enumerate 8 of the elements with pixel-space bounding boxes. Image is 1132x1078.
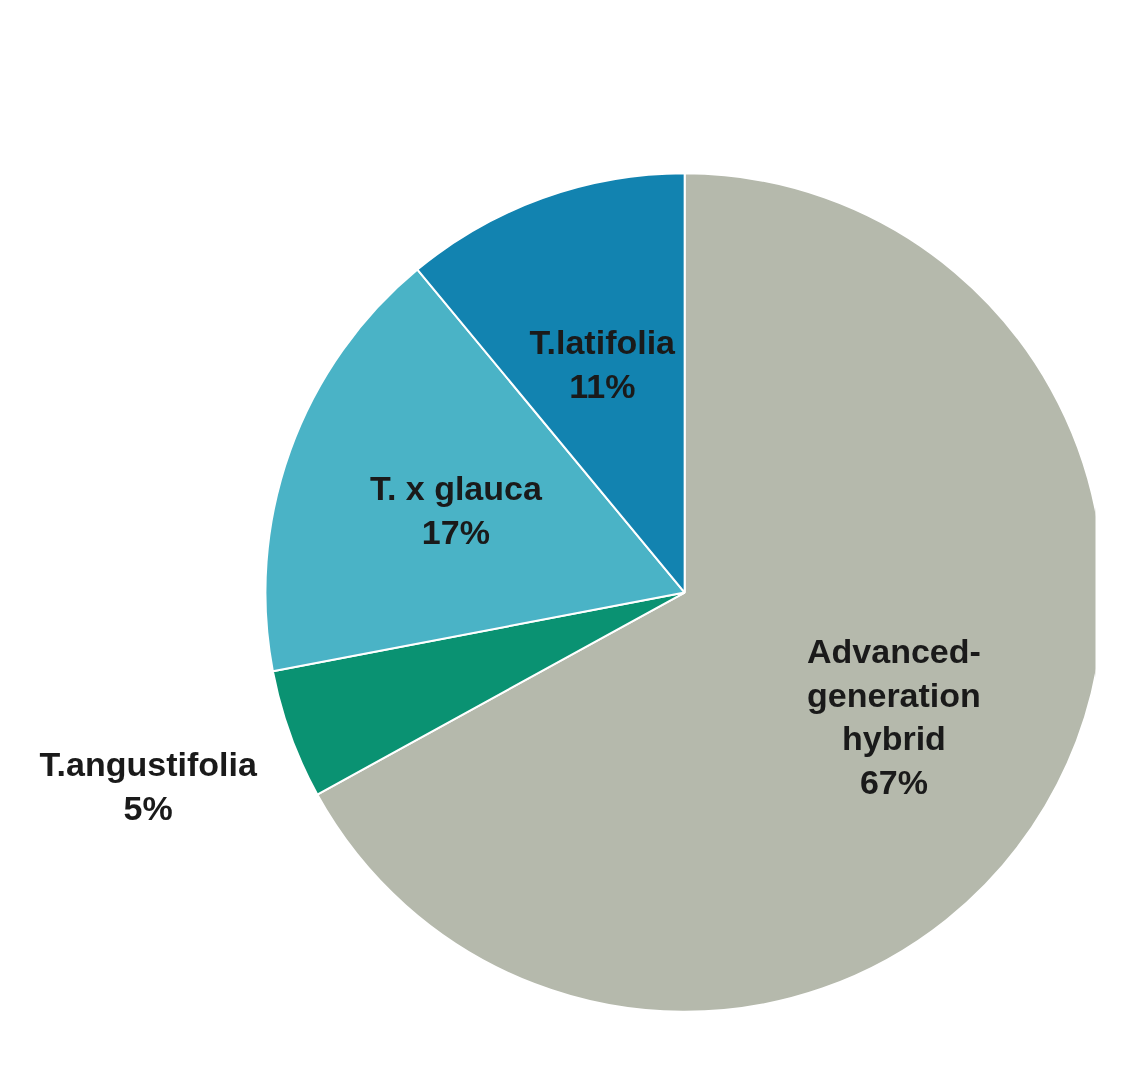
slice-label: T.latifolia [529, 322, 677, 361]
data-label: 5% [123, 788, 173, 827]
data-label: 11% [569, 366, 636, 405]
data-label: 67% [859, 762, 928, 801]
slice-label: T. x glauca [369, 469, 543, 508]
data-label: 17% [421, 513, 490, 552]
slice-label: T.angustifolia [39, 744, 258, 783]
slice-label: Advanced- generation hybrid [807, 631, 981, 758]
